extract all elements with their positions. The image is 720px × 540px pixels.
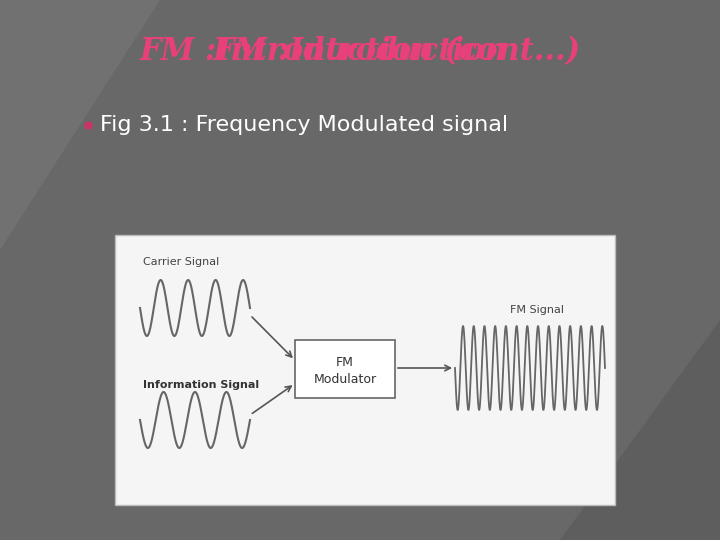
Text: Information Signal: Information Signal bbox=[143, 380, 259, 390]
Polygon shape bbox=[560, 320, 720, 540]
Text: FM :Introduction (cont...): FM :Introduction (cont...) bbox=[140, 37, 580, 68]
Text: FM: FM bbox=[336, 355, 354, 368]
Text: Carrier Signal: Carrier Signal bbox=[143, 257, 220, 267]
Text: FM Signal: FM Signal bbox=[510, 305, 564, 315]
Polygon shape bbox=[0, 0, 160, 250]
Bar bbox=[115, 235, 615, 505]
Text: FM :Introduction (cont...): FM :Introduction (cont...) bbox=[140, 37, 580, 68]
Text: FM :Introduction: FM :Introduction bbox=[212, 37, 508, 68]
Bar bbox=[295, 340, 395, 398]
Text: Modulator: Modulator bbox=[313, 373, 377, 386]
Text: Fig 3.1 : Frequency Modulated signal: Fig 3.1 : Frequency Modulated signal bbox=[100, 115, 508, 135]
